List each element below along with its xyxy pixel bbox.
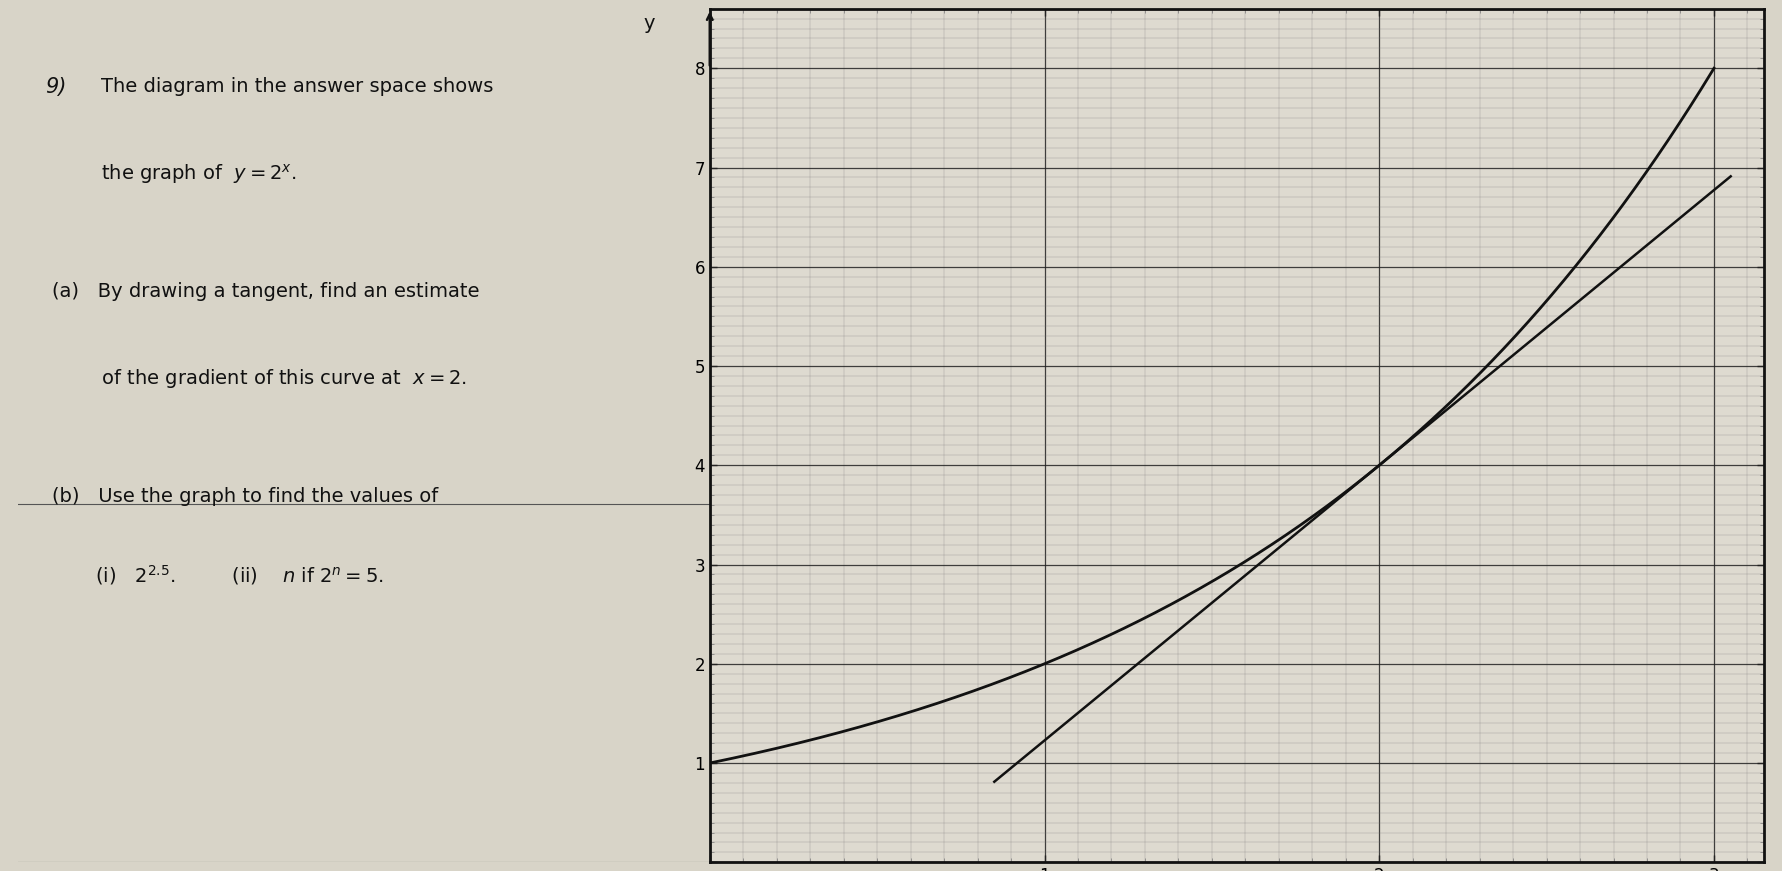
Text: (b)   Use the graph to find the values of: (b) Use the graph to find the values of — [52, 487, 438, 506]
Text: 9): 9) — [46, 77, 68, 97]
Text: (i)   $2^{2.5}$.         (ii)    $n$ if $2^n = 5$.: (i) $2^{2.5}$. (ii) $n$ if $2^n = 5$. — [52, 564, 385, 587]
Text: (a)   By drawing a tangent, find an estimate: (a) By drawing a tangent, find an estima… — [52, 282, 479, 300]
Text: y: y — [643, 14, 656, 33]
Text: of the gradient of this curve at  $x = 2$.: of the gradient of this curve at $x = 2$… — [52, 368, 467, 390]
Text: The diagram in the answer space shows: The diagram in the answer space shows — [102, 77, 494, 96]
Text: the graph of  $y = 2^x$.: the graph of $y = 2^x$. — [102, 162, 296, 186]
